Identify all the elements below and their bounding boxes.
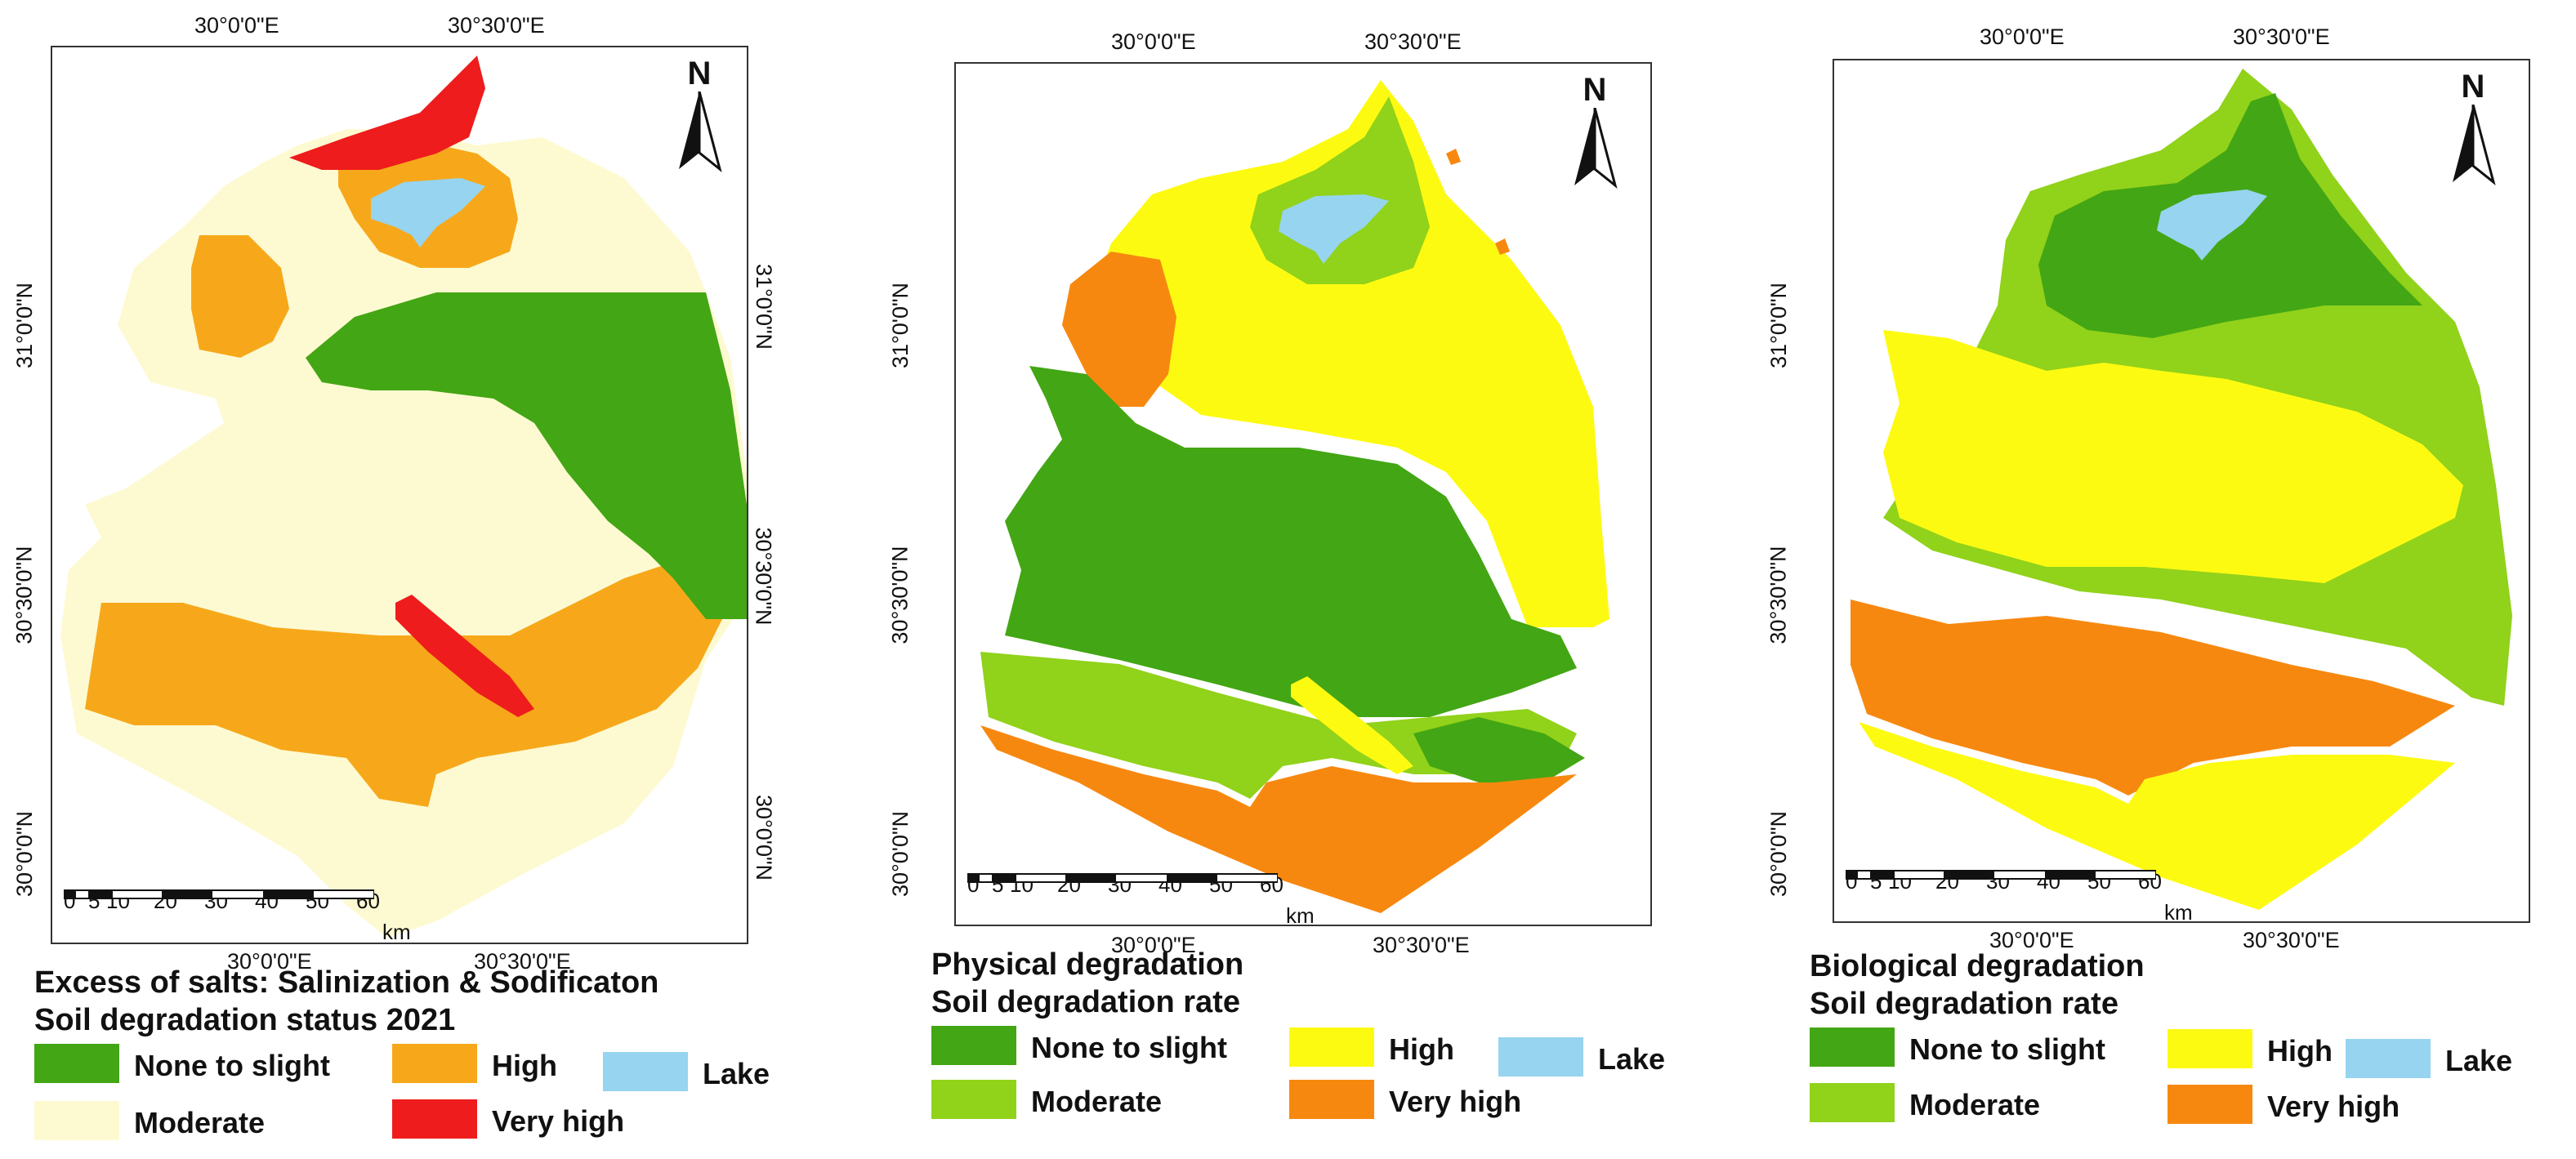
north-arrow-icon: [2453, 105, 2496, 186]
bottom-longitude-label-1: 30°0'0"E: [227, 949, 312, 974]
left-latitude-label-1: 31°0'0"N: [1766, 282, 1792, 369]
map-frame: N 0 5 10 20 30 40 50 60 km: [51, 46, 748, 944]
left-latitude-label-3: 30°0'0"N: [12, 810, 38, 898]
north-arrow: N: [675, 56, 724, 178]
legend-swatch: [1810, 1027, 1895, 1067]
left-latitude-label-2: 30°30'0"N: [1766, 546, 1791, 644]
top-longitude-label-1: 30°0'0"E: [194, 13, 279, 38]
salinization-map: [60, 56, 747, 938]
lake: [2157, 189, 2267, 261]
legend-swatch: [931, 1026, 1016, 1065]
zone-high-south: [1859, 722, 2455, 910]
top-longitude-label-1: 30°0'0"E: [1111, 29, 1196, 54]
zone-very-high-northwest: [1062, 252, 1176, 407]
top-longitude-label-2: 30°30'0"E: [448, 13, 545, 38]
lake: [371, 178, 485, 247]
scale-bar: 0 5 10 20 30 40 50 60 km: [1846, 869, 2193, 923]
scale-bar-graphic: [1846, 870, 2156, 880]
legend-swatch: [1498, 1037, 1583, 1077]
zone-high-ellipse: [1291, 676, 1413, 774]
zone-none-to-slight: [1005, 366, 1577, 717]
right-latitude-label-3: 30°0'0"N: [752, 794, 777, 881]
zone-very-high-south: [980, 725, 1577, 913]
scale-bar-graphic: [64, 889, 374, 899]
map-frame: N 0 5 10 20 30 40 50 60 km: [954, 62, 1652, 926]
zone-very-high-south: [1851, 600, 2455, 796]
zone-high: [1087, 80, 1609, 627]
legend-swatch: [392, 1044, 477, 1083]
map-panel-salinization: 30°0'0"E 30°30'0"E 31°0'0"N 30°30'0"N 30…: [11, 13, 777, 1140]
legend-swatch: [1289, 1027, 1374, 1067]
legend-swatch: [2168, 1029, 2252, 1068]
zone-high-south: [85, 554, 722, 807]
bottom-longitude-label-2: 30°30'0"E: [1373, 933, 1470, 957]
north-arrow-icon: [1574, 108, 1618, 189]
map-subtitle: Soil degradation rate: [931, 985, 1240, 1019]
lake: [1279, 194, 1389, 264]
zone-none-to-slight-southeast: [1413, 717, 1585, 782]
map-title: Physical degradation: [931, 947, 1244, 982]
legend-swatch: [1289, 1080, 1374, 1119]
physical-map: [980, 80, 1609, 913]
legend-swatch: [2168, 1085, 2252, 1124]
zone-none-to-slight: [306, 292, 747, 619]
north-arrow: N: [1570, 72, 1619, 194]
left-latitude-label-1: 31°0'0"N: [888, 282, 913, 369]
legend-swatch: [603, 1052, 688, 1091]
top-longitude-label-1: 30°0'0"E: [1980, 25, 2065, 49]
scale-bar: 0 5 10 20 30 40 50 60 km: [64, 889, 411, 944]
legend-swatch: [2346, 1039, 2431, 1078]
legend-swatch: [34, 1101, 119, 1140]
north-arrow: N: [2449, 69, 2498, 191]
legend-swatch: [931, 1080, 1016, 1119]
left-latitude-label-3: 30°0'0"N: [1766, 810, 1792, 898]
map-subtitle: Soil degradation rate: [1810, 987, 2118, 1021]
zone-very-high-north: [289, 56, 485, 170]
top-longitude-label-2: 30°30'0"E: [2233, 25, 2330, 49]
bottom-longitude-label-2: 30°30'0"E: [474, 949, 571, 974]
map-panel-physical: 30°0'0"E 30°30'0"E 31°0'0"N 30°30'0"N 30…: [887, 29, 1666, 1119]
zone-very-high-speck-2: [1495, 238, 1510, 255]
left-latitude-label-2: 30°30'0"N: [11, 546, 37, 644]
zone-high-west: [191, 235, 289, 358]
right-latitude-label-1: 31°0'0"N: [752, 263, 777, 350]
left-latitude-label-3: 30°0'0"N: [888, 810, 913, 898]
scale-bar: 0 5 10 20 30 40 50 60 km: [967, 872, 1315, 926]
zone-very-high-speck: [1446, 149, 1461, 165]
top-longitude-label-2: 30°30'0"E: [1364, 29, 1462, 54]
map-panel-biological: 30°0'0"E 30°30'0"E 31°0'0"N 30°30'0"N 30…: [1744, 0, 2576, 1159]
map-subtitle: Soil degradation status 2021: [34, 1003, 456, 1037]
north-arrow-icon: [679, 91, 722, 173]
map-title: Excess of salts: Salinization & Sodifica…: [34, 965, 659, 1000]
bottom-longitude-label-1: 30°0'0"E: [1111, 933, 1196, 957]
legend-swatch: [34, 1044, 119, 1083]
bottom-longitude-label-1: 30°0'0"E: [1989, 928, 2074, 952]
map-frame: N 0 5 10 20 30 40 50 60 km: [1833, 59, 2530, 923]
right-latitude-label-2: 30°30'0"N: [751, 527, 776, 626]
bottom-longitude-label-2: 30°30'0"E: [2243, 928, 2340, 952]
map-title: Biological degradation: [1810, 949, 2145, 983]
scale-bar-graphic: [967, 873, 1278, 883]
left-latitude-label-2: 30°30'0"N: [887, 546, 913, 644]
left-latitude-label-1: 31°0'0"N: [12, 282, 38, 369]
zone-very-high-south: [395, 595, 534, 717]
biological-map: [1851, 69, 2512, 910]
legend-swatch: [1810, 1083, 1895, 1122]
zone-high-middle: [1883, 330, 2463, 583]
legend-swatch: [392, 1099, 477, 1139]
